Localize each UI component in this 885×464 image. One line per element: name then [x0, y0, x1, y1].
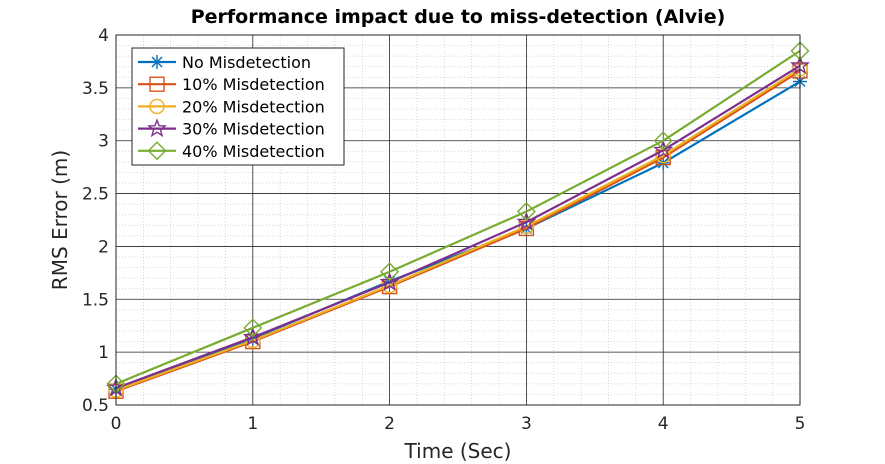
- y-tick-label: 3: [98, 132, 109, 152]
- data-point: [243, 318, 263, 338]
- y-tick-label: 1: [98, 343, 109, 363]
- x-tick-label: 3: [521, 414, 532, 434]
- legend-marker: [149, 76, 165, 92]
- data-point: [380, 262, 400, 282]
- legend-marker: [149, 98, 165, 115]
- x-tick-label: 4: [658, 414, 669, 434]
- plot-frame: [115, 34, 801, 406]
- ticks: 0 1 2 3 4 5 0.5 1 1.5 2 2.5 3 3.5 4: [82, 26, 805, 434]
- y-tick-label: 2: [98, 237, 109, 257]
- legend-label: 20% Misdetection: [182, 97, 325, 116]
- legend: No Misdetection 10% Misdetection 20% Misde…: [131, 47, 345, 166]
- data-point: [653, 139, 674, 159]
- legend-entry: No Misdetection: [138, 53, 311, 72]
- x-tick-label: 1: [247, 414, 258, 434]
- series-layer: [106, 41, 810, 399]
- legend-entry: 10% Misdetection: [138, 75, 325, 94]
- x-tick-label: 5: [795, 414, 806, 434]
- x-tick-label: 2: [384, 414, 395, 434]
- legend-marker: [150, 55, 164, 69]
- y-tick-label: 3.5: [82, 79, 109, 99]
- x-tick-label: 0: [111, 414, 122, 434]
- series-line: [115, 64, 801, 390]
- x-axis-label: Time (Sec): [404, 439, 512, 463]
- series-5: [106, 41, 810, 394]
- y-tick-label: 2.5: [82, 185, 109, 205]
- y-tick-label: 4: [98, 26, 109, 46]
- series-line: [115, 67, 801, 392]
- data-point: [516, 202, 536, 222]
- series-line: [115, 49, 801, 385]
- data-point: [516, 211, 537, 231]
- y-tick-label: 1.5: [82, 290, 109, 310]
- y-tick-label: 0.5: [82, 396, 109, 416]
- data-point: [242, 326, 263, 346]
- chart-title: Performance impact due to miss-detection…: [191, 6, 726, 28]
- legend-entry: 40% Misdetection: [138, 141, 325, 161]
- legend-marker: [147, 118, 167, 138]
- y-axis-label: RMS Error (m): [48, 150, 72, 290]
- legend-label: 40% Misdetection: [182, 142, 325, 161]
- legend-marker: [147, 141, 167, 161]
- legend-label: No Misdetection: [182, 53, 311, 72]
- legend-entry: 30% Misdetection: [138, 118, 325, 139]
- data-point: [653, 131, 673, 151]
- legend-entry: 20% Misdetection: [138, 97, 325, 116]
- legend-label: 30% Misdetection: [182, 120, 325, 139]
- data-point: [379, 271, 400, 291]
- legend-label: 10% Misdetection: [182, 75, 325, 94]
